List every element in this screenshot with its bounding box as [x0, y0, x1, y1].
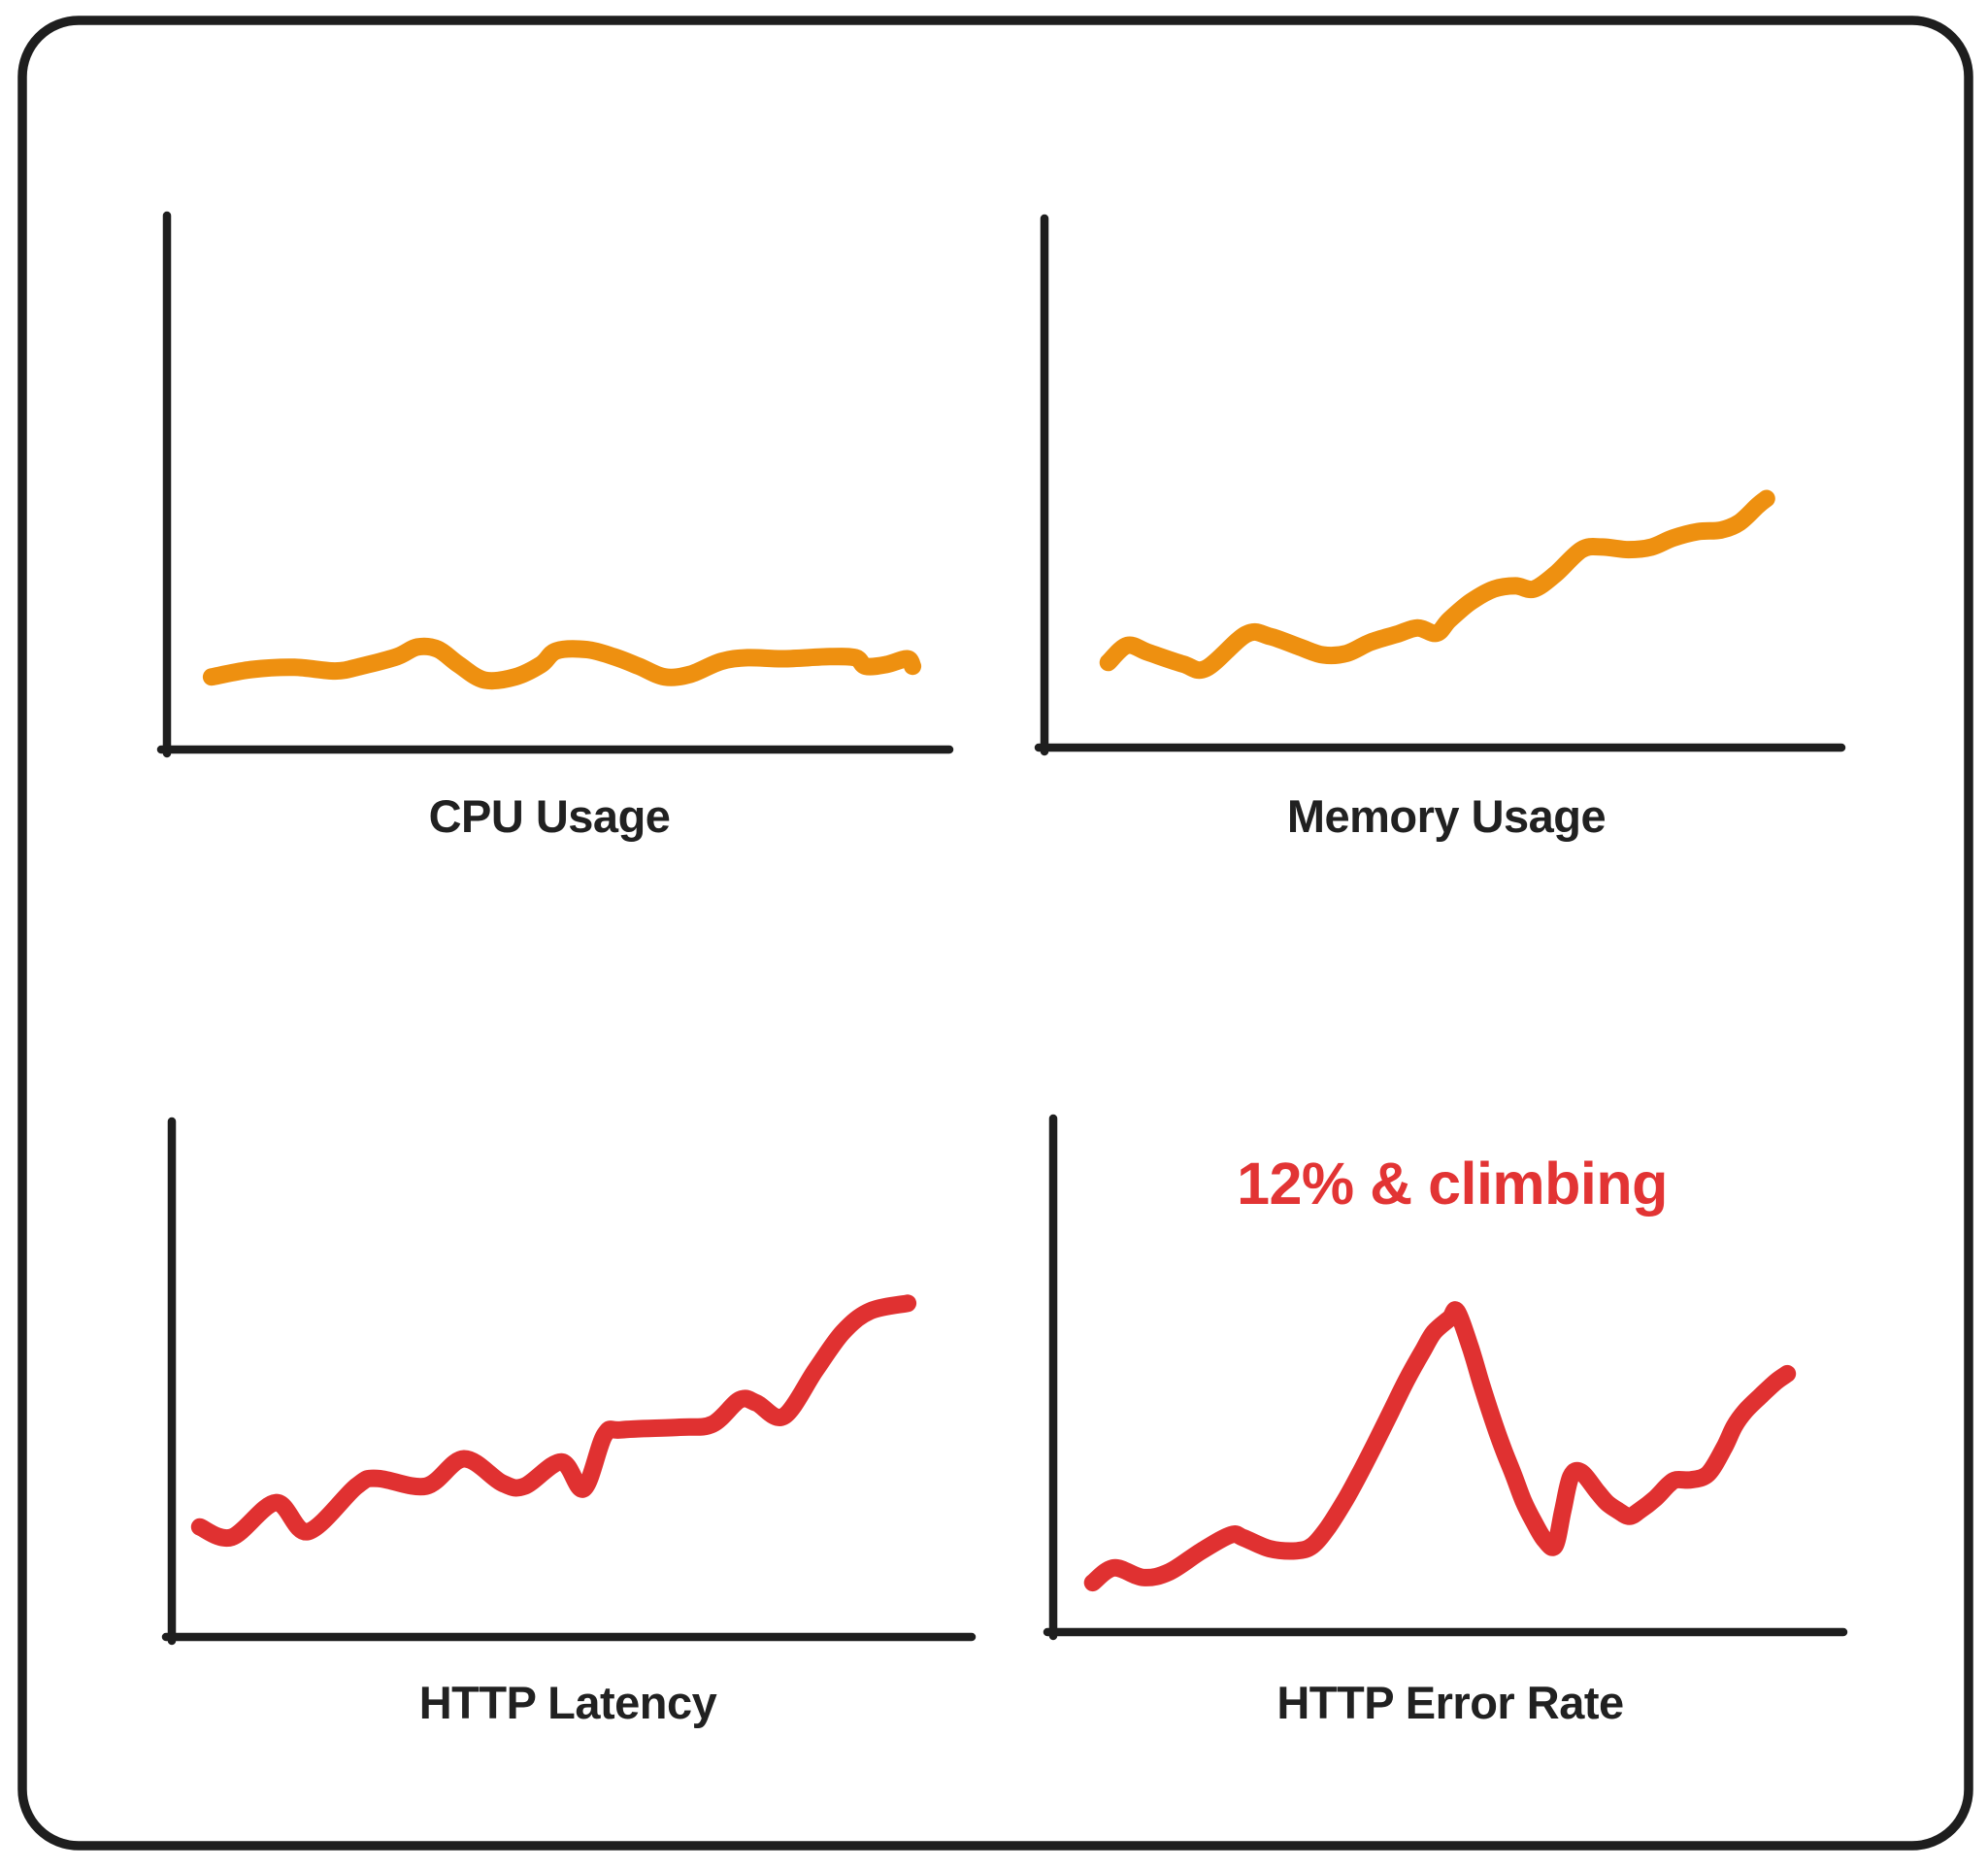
latency-line: [190, 1294, 917, 1548]
error-rate-line: [1083, 1301, 1797, 1592]
memory-usage-chart: Memory Usage: [1034, 214, 1846, 842]
cpu-chart-title: CPU Usage: [429, 790, 671, 842]
cpu-usage-chart: CPU Usage: [156, 211, 954, 842]
error-rate-chart-title: HTTP Error Rate: [1276, 1677, 1623, 1728]
latency-chart-title: HTTP Latency: [419, 1677, 717, 1728]
error-rate-annotation: 12% & climbing: [1237, 1151, 1668, 1217]
http-latency-chart: HTTP Latency: [161, 1117, 977, 1728]
memory-chart-title: Memory Usage: [1287, 790, 1606, 842]
dashboard-card-border: [17, 16, 1973, 1851]
memory-line: [1099, 489, 1775, 680]
cpu-line: [202, 637, 922, 690]
http-error-rate-chart: 12% & climbing HTTP Error Rate: [1043, 1114, 1848, 1728]
